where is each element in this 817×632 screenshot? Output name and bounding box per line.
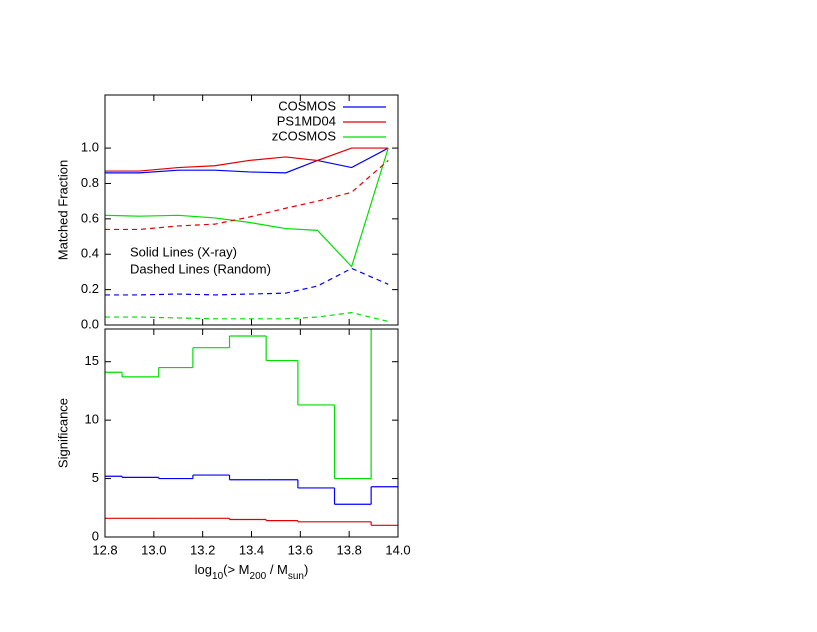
data-line [105,312,389,323]
x-axis-label-part: 10 [212,571,224,582]
x-axis-label-part: ) [304,562,308,577]
plot-area [105,147,389,323]
x-axis-label-part: / M [266,562,288,577]
legend-label: zCOSMOS [272,128,337,143]
y-tick-label: 0.2 [81,281,99,296]
y-tick-label: 0 [92,528,99,543]
x-axis-label-part: (> M [223,562,249,577]
data-line [105,160,389,231]
data-line [105,147,389,268]
y-axis-label: Matched Fraction [55,160,70,260]
y-tick-label: 0.4 [81,246,99,261]
x-tick-label: 13.6 [288,542,313,557]
data-line [105,147,389,172]
y-tick-label: 5 [92,470,99,485]
legend-label: COSMOS [278,98,336,113]
x-tick-label: 13.8 [337,542,362,557]
x-axis-label-part: 200 [250,571,267,582]
x-tick-label: 14.0 [385,542,410,557]
x-tick-label: 13.0 [141,542,166,557]
y-tick-label: 1.0 [81,140,99,155]
data-line [105,147,389,174]
legend-label: PS1MD04 [277,113,336,128]
x-tick-label: 13.2 [190,542,215,557]
y-tick-label: 15 [85,353,99,368]
x-axis-label-part: sun [288,571,304,582]
y-tick-label: 0.6 [81,210,99,225]
y-tick-label: 0.8 [81,175,99,190]
y-tick-label: 0.0 [81,316,99,331]
x-axis-label-part: log [195,562,212,577]
plot-frame [104,94,399,326]
y-axis-label: Significance [55,398,70,468]
plot-area [105,329,398,526]
y-tick-label: 10 [85,412,99,427]
data-line [105,267,389,296]
annotation: Solid Lines (X-ray) [130,244,237,259]
x-tick-label: 13.4 [239,542,264,557]
plot-frame [104,328,399,538]
annotation: Dashed Lines (Random) [130,261,271,276]
x-axis-label: log10(> M200 / Msun) [195,562,309,582]
x-tick-label: 12.8 [92,542,117,557]
